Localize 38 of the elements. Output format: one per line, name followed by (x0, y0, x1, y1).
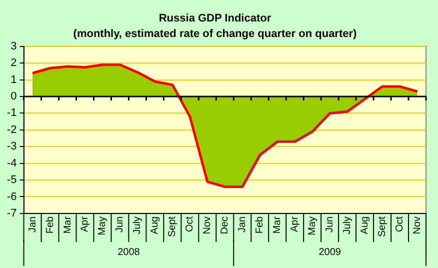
x-tick-label: Jun (114, 216, 126, 233)
x-tick-label: May (307, 216, 318, 236)
x-tick-label: Jan (27, 216, 38, 233)
x-tick-label: Sept (377, 216, 388, 238)
y-tick-label: -5 (7, 174, 17, 186)
x-tick-label: Aug (150, 216, 161, 234)
x-tick-label: Feb (254, 216, 266, 234)
x-tick-label: Apr (290, 216, 301, 232)
x-tick-label: Oct (184, 216, 196, 232)
chart-subtitle: (monthly, estimated rate of change quarter on quarter) (73, 28, 358, 40)
x-tick-label: May (97, 216, 108, 236)
x-tick-label: Sept (167, 216, 178, 238)
x-tick-label: July (342, 216, 354, 234)
y-tick-label: 3 (10, 40, 17, 52)
x-tick-label: Dec (220, 216, 231, 234)
x-tick-label: Apr (80, 216, 91, 232)
chart-title: Russia GDP Indicator (158, 12, 272, 25)
y-tick-label: -3 (7, 140, 17, 153)
x-tick-label: Nov (202, 216, 214, 234)
y-tick-label: 1 (10, 74, 17, 86)
y-tick-label: -1 (7, 107, 17, 120)
x-tick-label: Jun (324, 216, 336, 233)
x-tick-label: Aug (360, 216, 371, 234)
x-tick-label: Jan (237, 216, 248, 233)
y-tick-label: -6 (7, 190, 17, 203)
x-tick-label: Nov (412, 216, 424, 234)
text: 2009 (318, 246, 342, 258)
x-tick-label: Feb (44, 216, 56, 234)
y-tick-label: 0 (10, 90, 17, 103)
y-tick-label: -2 (7, 124, 17, 136)
x-tick-label: Mar (62, 216, 74, 234)
y-tick-label: -7 (7, 207, 17, 220)
y-tick-label: -4 (7, 157, 17, 170)
x-tick-label: Mar (272, 216, 284, 234)
text: 2008 (118, 246, 140, 258)
y-tick-label: 2 (10, 57, 17, 70)
x-tick-label: Oct (394, 216, 406, 232)
x-tick-label: July (132, 216, 144, 234)
